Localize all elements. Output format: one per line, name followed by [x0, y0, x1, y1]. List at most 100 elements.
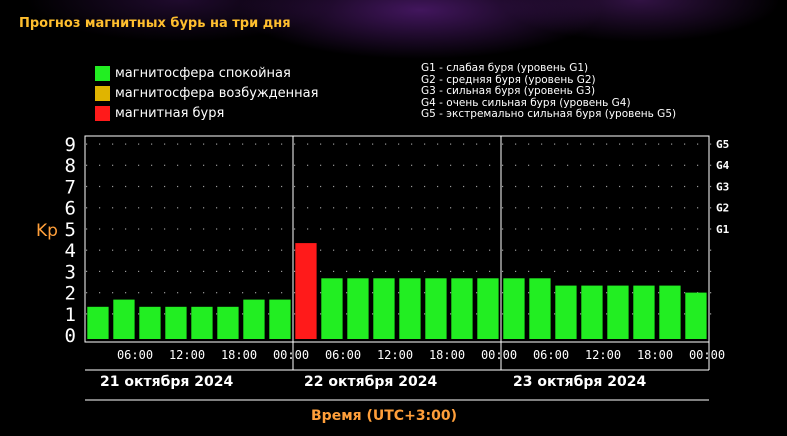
- x-tick-label: 06:00: [117, 348, 153, 362]
- grid-dot: [294, 164, 296, 166]
- grid-dot: [554, 228, 556, 230]
- grid-dot: [398, 207, 400, 209]
- grid-dot: [138, 164, 140, 166]
- kp-bar: [425, 278, 447, 339]
- grid-dot: [372, 143, 374, 145]
- grid-dot: [216, 249, 218, 251]
- grid-dot: [333, 143, 335, 145]
- grid-dot: [86, 270, 88, 272]
- grid-dot: [294, 270, 296, 272]
- grid-dot: [307, 164, 309, 166]
- grid-dot: [658, 249, 660, 251]
- x-tick-label: 06:00: [325, 348, 361, 362]
- grid-dot: [671, 228, 673, 230]
- grid-dot: [580, 207, 582, 209]
- grid-dot: [437, 164, 439, 166]
- grid-dot: [398, 143, 400, 145]
- grid-dot: [190, 270, 192, 272]
- grid-dot: [424, 207, 426, 209]
- grid-dot: [502, 143, 504, 145]
- grid-dot: [658, 164, 660, 166]
- grid-dot: [450, 207, 452, 209]
- grid-dot: [684, 207, 686, 209]
- grid-dot: [515, 249, 517, 251]
- grid-dot: [710, 292, 712, 294]
- grid-dot: [281, 249, 283, 251]
- grid-dot: [684, 143, 686, 145]
- grid-dot: [632, 185, 634, 188]
- grid-dot: [112, 270, 114, 272]
- grid-dot: [710, 249, 712, 251]
- kp-bar: [113, 299, 135, 339]
- grid-dot: [229, 185, 231, 188]
- grid-dot: [645, 143, 647, 145]
- grid-dot: [671, 185, 673, 188]
- grid-dot: [346, 228, 348, 230]
- grid-dot: [463, 143, 465, 145]
- grid-dot: [86, 143, 88, 145]
- kp-bar: [217, 306, 239, 339]
- grid-dot: [606, 313, 608, 315]
- grid-dot: [138, 249, 140, 251]
- x-tick-label: 00:00: [689, 348, 725, 362]
- grid-dot: [346, 313, 348, 315]
- grid-dot: [476, 143, 478, 145]
- grid-dot: [593, 185, 595, 188]
- grid-dot: [216, 270, 218, 272]
- date-label-day-1: 21 октября 2024: [100, 374, 234, 390]
- grid-dot: [164, 185, 166, 188]
- grid-dot: [528, 270, 530, 272]
- g-legend-g5: G5 - экстремально сильная буря (уровень …: [421, 108, 677, 121]
- grid-dot: [112, 292, 114, 294]
- grid-dot: [190, 185, 192, 188]
- grid-dot: [242, 185, 244, 188]
- grid-dot: [242, 164, 244, 166]
- grid-dot: [359, 185, 361, 188]
- kp-bar: [373, 278, 395, 339]
- grid-dot: [190, 292, 192, 294]
- grid-dot: [372, 270, 374, 272]
- grid-dot: [489, 270, 491, 272]
- grid-dot: [125, 249, 127, 251]
- grid-dot: [541, 185, 543, 188]
- grid-dot: [658, 292, 660, 294]
- kp-bar: [399, 278, 421, 339]
- grid-dot: [177, 207, 179, 209]
- grid-dot: [99, 292, 101, 294]
- grid-dot: [346, 270, 348, 272]
- grid-dot: [346, 249, 348, 251]
- grid-dot: [203, 185, 205, 188]
- grid-dot: [645, 164, 647, 166]
- grid-dot: [307, 143, 309, 145]
- grid-dot: [359, 249, 361, 251]
- x-tick-label: 06:00: [533, 348, 569, 362]
- x-tick-label: 12:00: [585, 348, 621, 362]
- grid-dot: [268, 143, 270, 145]
- grid-dot: [255, 292, 257, 294]
- grid-dot: [424, 313, 426, 315]
- storm-level-legend: G1 - слабая буря (уровень G1) G2 - средн…: [421, 62, 677, 121]
- grid-dot: [645, 270, 647, 272]
- grid-dot: [346, 185, 348, 188]
- grid-dot: [385, 228, 387, 230]
- grid-dot: [372, 228, 374, 230]
- grid-dot: [229, 207, 231, 209]
- grid-dot: [580, 292, 582, 294]
- grid-dot: [489, 207, 491, 209]
- grid-dot: [86, 228, 88, 230]
- grid-dot: [190, 228, 192, 230]
- kp-bar: [347, 278, 369, 339]
- grid-dot: [710, 313, 712, 315]
- kp-bar: [451, 278, 473, 339]
- grid-dot: [619, 228, 621, 230]
- grid-dot: [125, 292, 127, 294]
- kp-bar: [607, 285, 629, 339]
- grid-dot: [502, 185, 504, 188]
- grid-dot: [502, 249, 504, 251]
- grid-dot: [112, 143, 114, 145]
- grid-dot: [541, 164, 543, 166]
- y-tick-label: 9: [65, 134, 76, 156]
- grid-dot: [476, 249, 478, 251]
- legend-label-excited: магнитосфера возбужденная: [115, 85, 319, 101]
